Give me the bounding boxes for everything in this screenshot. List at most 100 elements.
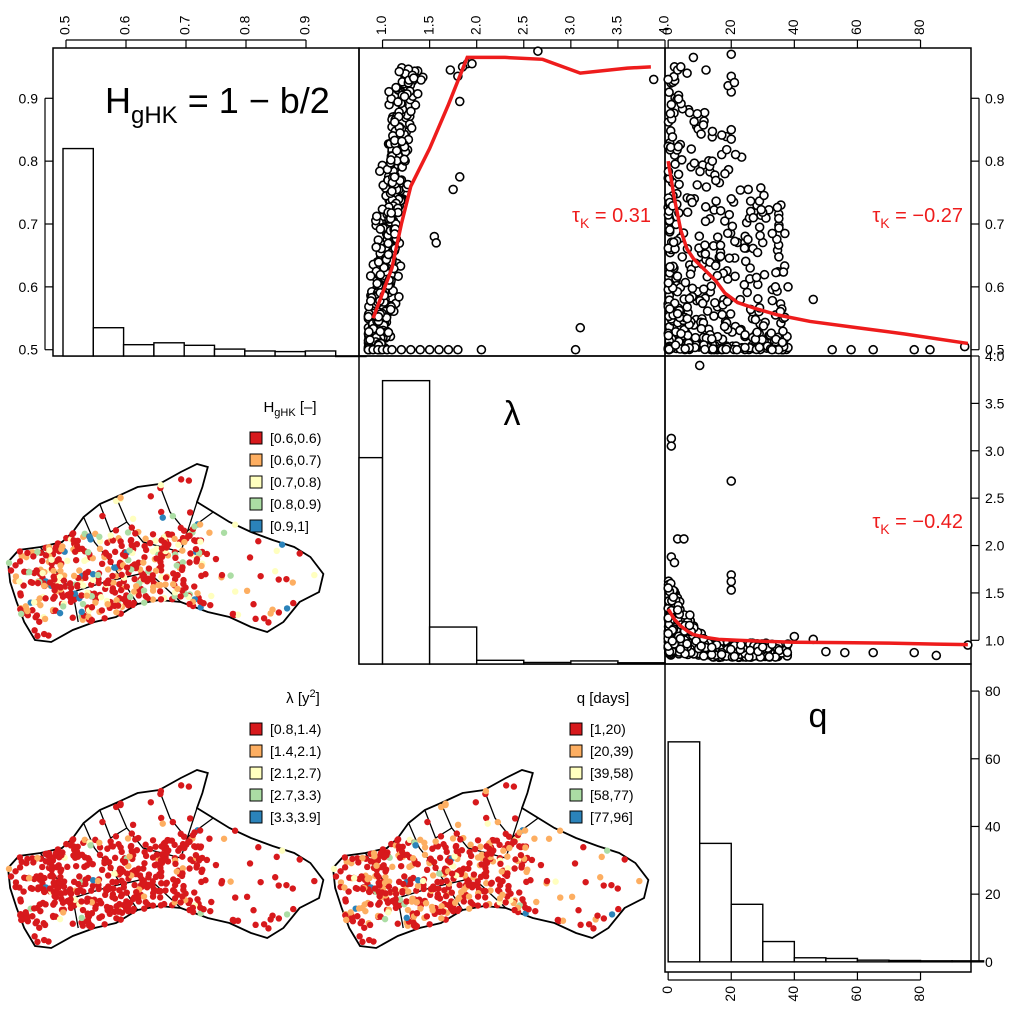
map-station-point [40,936,48,944]
map-station-point [111,564,118,571]
map-station-point [405,888,412,895]
map-station-point [118,571,125,579]
map-station-point [516,829,523,836]
q-hist-bar [919,960,953,963]
scatter-point-h-lambda [453,344,463,355]
map-station-point [98,560,106,568]
map-station-point [453,847,460,855]
map-station-point [78,545,86,553]
map-station-point [158,574,165,581]
map-station-point [165,847,172,854]
scatter-point-h-q [674,179,684,190]
scatter-point-h-q [675,62,686,72]
scatter-point-h-q [743,234,753,245]
map-station-point [185,838,192,846]
scatter-point-h-q [772,202,783,213]
q-hist-bar [667,741,701,963]
map-station-point [165,541,172,548]
map-station-point [30,859,37,866]
map-station-point [614,885,621,892]
map-station-point [456,894,463,901]
map-station-point [128,524,136,531]
map-station-point [126,853,133,860]
map-station-point [355,905,363,912]
scatter-point-h-q [676,328,686,339]
map-station-point [180,833,188,840]
map-station-point [186,865,193,872]
map-station-point [50,567,57,575]
map-station-point [140,574,147,581]
map-station-point [133,888,140,896]
map-station-point [97,593,105,601]
map-station-point [98,913,106,920]
map-station-point [117,892,125,900]
map-station-point [96,851,104,859]
scatter-point-h-q [711,175,721,186]
map-station-point [552,878,559,885]
map-station-point [39,557,46,565]
map-station-point [365,936,373,944]
map-station-point [443,848,450,856]
h-hist-bar [304,350,337,357]
map-station-point [429,872,437,879]
scatter-point-lambda-q [675,644,686,654]
scatter-point-h-q [695,166,705,177]
map-station-point [101,921,108,928]
map-station-point [206,835,213,842]
scatter-point-h-q [827,344,837,355]
map-station-point [34,632,41,640]
map-station-point [179,853,186,860]
scatter-point-h-q [754,342,765,353]
map-station-point [392,904,400,912]
scatter-point-h-q [722,228,733,239]
scatter-point-h-q [672,271,683,281]
map-station-point [603,847,611,854]
map-station-point [196,521,204,528]
scatter-point-h-lambda [374,166,385,177]
map-station-point [427,856,435,863]
map-station-point [466,860,473,867]
scatter-point-h-q [720,168,730,179]
h-left-axis-label: 0.9 [19,90,39,106]
map-station-point [12,868,19,875]
scatter-point-h-lambda [365,296,376,306]
map-station-point [448,889,455,896]
map-station-point [246,554,254,561]
map-station-point [140,559,147,566]
lambda-hist-bar [617,662,666,665]
map-station-point [449,835,457,842]
scatter-point-h-q [750,314,761,325]
map-station-point [432,838,439,845]
map-station-point [179,865,187,872]
map-station-point [69,920,76,927]
map-station-point [347,909,354,916]
map-station-point [179,564,186,571]
map-station-point [113,915,120,922]
map-station-point [31,627,38,634]
map-station-point [104,872,112,879]
map-station-point [84,549,92,556]
scatter-point-h-q [717,130,727,140]
map-station-point [453,830,461,837]
scatter-point-h-lambda [406,123,417,133]
map-legend-swatch [249,766,263,780]
map-station-point [481,894,489,901]
map-station-point [171,575,179,583]
map-station-point [78,914,85,922]
q-bottom-axis-label: 20 [722,986,738,1002]
h-hist-bar [335,355,367,358]
map-station-point [34,885,42,893]
map-station-point [582,878,589,886]
map-station-point [359,885,367,893]
map-station-point [126,899,134,907]
map-station-point [568,893,576,901]
map-station-point [359,854,366,862]
scatter-point-lambda-q [726,585,737,595]
map-station-point [149,878,156,885]
map-station-point [88,616,96,624]
map-station-point [484,820,491,827]
map-station-point [442,800,449,807]
scatter-point-h-lambda [375,326,386,337]
map-station-point [186,559,193,566]
